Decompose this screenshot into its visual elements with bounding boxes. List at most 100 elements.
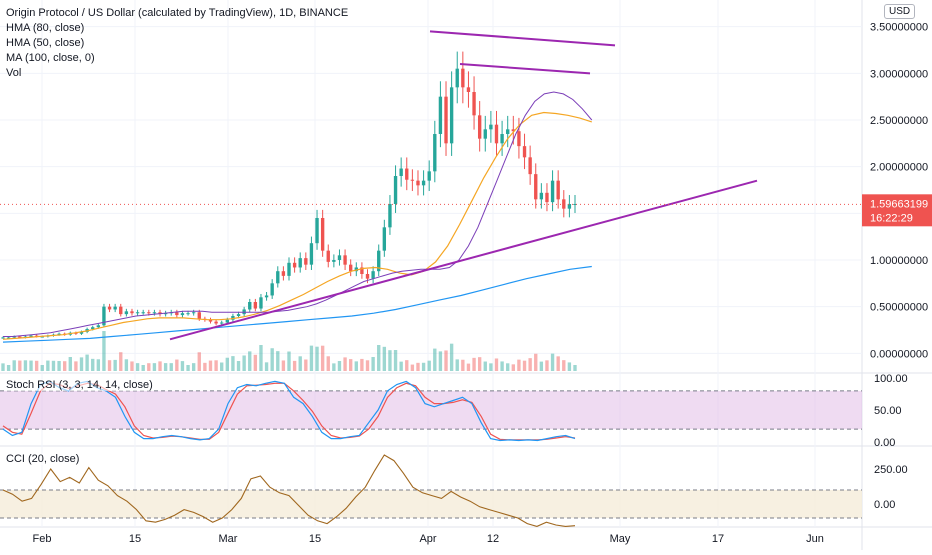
candle-body <box>208 319 213 322</box>
indicator-hma50[interactable]: HMA (50, close) <box>6 37 85 49</box>
volume-bar <box>405 360 409 371</box>
y-tick-label: 3.50000000 <box>870 22 928 34</box>
channel-lower-line <box>459 63 591 75</box>
volume-bar <box>79 357 84 371</box>
indicator-volume[interactable]: Vol <box>6 67 22 79</box>
candle-body <box>12 336 16 338</box>
candle-body <box>545 192 549 203</box>
volume-bar <box>264 362 269 371</box>
volume-bar <box>416 362 420 371</box>
candle-body <box>483 129 487 139</box>
candle-body <box>113 306 117 310</box>
candle-body <box>494 124 499 144</box>
candle-body <box>371 271 375 279</box>
cci-band-fill <box>0 490 862 518</box>
volume-bar <box>253 354 258 371</box>
volume-bar <box>270 348 274 371</box>
last-price-tag <box>862 194 932 227</box>
candle-body <box>309 243 314 265</box>
candle-body <box>433 134 437 172</box>
x-tick-label: May <box>610 533 631 545</box>
candle-body <box>163 313 168 315</box>
candle-body <box>1 337 5 339</box>
candle-body <box>382 227 387 251</box>
volume-bar <box>449 343 454 371</box>
candle-body <box>292 262 297 268</box>
candle-body <box>102 306 106 326</box>
y-tick-label: 2.50000000 <box>870 115 928 127</box>
candle-body <box>500 134 504 144</box>
candle-body <box>264 295 269 298</box>
volume-bar <box>197 352 201 371</box>
volume-bar <box>320 345 325 371</box>
volume-bar <box>113 359 117 371</box>
volume-bar <box>337 361 342 371</box>
candle-body <box>135 312 140 314</box>
volume-bar <box>63 361 67 371</box>
volume-bar <box>68 357 72 371</box>
candle-body <box>197 312 201 319</box>
volume-bar <box>175 359 179 371</box>
candle-body <box>573 204 577 205</box>
candle-body <box>461 68 465 88</box>
candle-body <box>534 174 538 200</box>
volume-bar <box>421 362 426 371</box>
indicator-hma80[interactable]: HMA (80, close) <box>6 22 85 34</box>
candle-body <box>214 321 218 324</box>
volume-bar <box>315 346 319 371</box>
volume-bar <box>377 345 381 371</box>
chart-legend: Origin Protocol / US Dollar (calculated … <box>6 6 348 81</box>
volume-bar <box>444 350 448 371</box>
candle-body <box>96 325 101 328</box>
volume-bar <box>191 363 196 371</box>
candle-body <box>107 306 112 310</box>
candle-body <box>421 180 426 186</box>
volume-bar <box>124 359 129 371</box>
stoch-y-tick: 100.00 <box>874 373 908 385</box>
x-tick-label: 17 <box>712 533 724 545</box>
candle-body <box>124 311 129 315</box>
indicator-ma100[interactable]: MA (100, close, 0) <box>6 52 95 64</box>
volume-bar <box>119 352 123 371</box>
volume-bar <box>371 357 375 371</box>
volume-bar <box>152 363 157 371</box>
bar-countdown: 16:22:29 <box>870 212 913 224</box>
volume-bar <box>461 359 465 371</box>
candle-body <box>191 312 196 314</box>
cci-label[interactable]: CCI (20, close) <box>6 453 80 465</box>
volume-bar <box>203 362 207 371</box>
volume-bar <box>248 351 252 371</box>
candle-body <box>276 271 280 284</box>
candle-body <box>517 131 521 147</box>
volume-bar <box>534 353 538 371</box>
candle-body <box>326 250 330 262</box>
volume-bar <box>214 360 218 371</box>
currency-badge[interactable]: USD <box>884 4 916 19</box>
candle-body <box>298 258 302 268</box>
support-trendline <box>169 179 758 341</box>
candle-body <box>236 314 241 316</box>
volume-bar <box>96 359 101 371</box>
candle-body <box>304 258 308 265</box>
candle-body <box>449 87 454 144</box>
candle-body <box>141 312 145 314</box>
volume-bar <box>466 363 471 371</box>
candle-body <box>377 250 381 272</box>
volume-bar <box>292 360 297 371</box>
candle-body <box>360 267 364 274</box>
stoch-rsi-label[interactable]: Stoch RSI (3, 3, 14, 14, close) <box>6 379 153 391</box>
volume-bar <box>354 361 358 371</box>
candle-body <box>186 313 190 315</box>
volume-bar <box>528 358 532 371</box>
candle-body <box>147 312 151 314</box>
volume-bar <box>332 363 336 371</box>
candle-body <box>477 115 482 139</box>
volume-bar <box>40 365 44 371</box>
volume-bar <box>220 362 224 371</box>
volume-bar <box>102 331 106 371</box>
candle-body <box>410 179 415 181</box>
candle-body <box>29 335 33 337</box>
candle-body <box>287 262 291 276</box>
volume-bar <box>349 359 353 371</box>
